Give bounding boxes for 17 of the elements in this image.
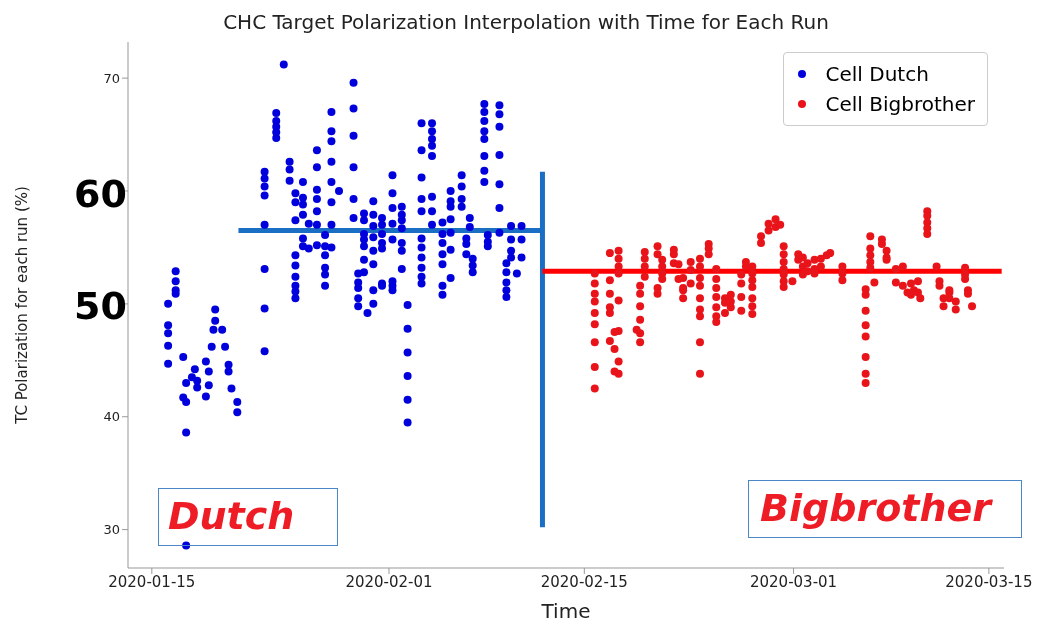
y-tick-label: 40: [103, 409, 120, 425]
annotation: Bigbrother: [760, 486, 991, 530]
chart-title: CHC Target Polarization Interpolation with Time for Each Run: [222, 10, 830, 34]
y-tick-label: 30: [103, 522, 120, 538]
x-tick-label: 2020-03-01: [749, 572, 838, 591]
text: 60: [74, 172, 127, 216]
legend-label: Cell Dutch: [825, 61, 929, 88]
y-tick-label: 70: [103, 70, 120, 86]
x-tick-label: 2020-02-15: [540, 572, 628, 591]
x-axis-title: Time: [540, 599, 591, 623]
legend-label: Cell Bigbrother: [825, 91, 975, 118]
x-tick-label: 2020-03-15: [945, 572, 1033, 591]
text: 50: [74, 284, 127, 328]
x-tick-label: 2020-02-01: [345, 572, 433, 591]
y-axis-title: TC Polarization for each run (%): [13, 186, 32, 425]
annotation: Dutch: [168, 494, 295, 538]
x-tick-label: 2020-01-15: [108, 572, 196, 591]
